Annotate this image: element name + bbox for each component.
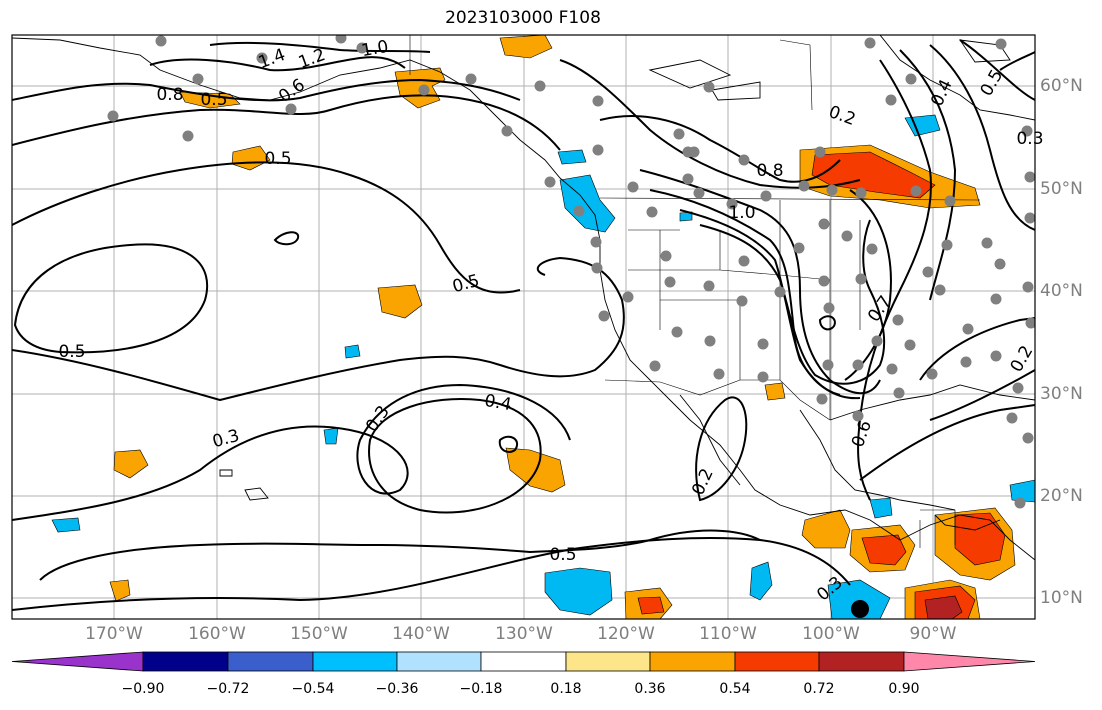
lat-tick-label: 50°N bbox=[1040, 179, 1083, 199]
negative-anomaly-patch bbox=[323, 427, 339, 445]
positive-anomaly-patch bbox=[764, 382, 786, 401]
contour-label: 0.3 bbox=[1016, 129, 1044, 149]
lon-tick-label: 140°W bbox=[392, 624, 450, 644]
storm-center-marker bbox=[851, 600, 869, 618]
positive-anomaly-patch bbox=[377, 284, 423, 319]
positive-anomaly-patch bbox=[954, 512, 1006, 566]
negative-anomaly-patch bbox=[559, 174, 616, 233]
lon-tick-label: 150°W bbox=[290, 624, 348, 644]
negative-anomaly-patch bbox=[544, 567, 613, 616]
positive-anomaly-patch bbox=[109, 579, 131, 602]
contour-label: 0.5 bbox=[549, 545, 577, 565]
lat-tick-label: 40°N bbox=[1040, 281, 1083, 301]
contour-label: 0.8 bbox=[756, 161, 784, 181]
colorbar-tick-label: 0.72 bbox=[803, 681, 835, 697]
positive-anomaly-patch bbox=[861, 534, 907, 566]
colorbar-tick-label: 0.36 bbox=[634, 681, 666, 697]
positive-anomaly-patch bbox=[801, 509, 851, 549]
positive-anomaly-patch bbox=[179, 91, 241, 109]
negative-anomaly-patch bbox=[1009, 479, 1035, 503]
colorbar-segment bbox=[565, 651, 651, 672]
colorbar-tick-label: −0.54 bbox=[291, 681, 335, 697]
colorbar-segment bbox=[818, 651, 905, 672]
colorbar-segment bbox=[396, 651, 482, 672]
lon-tick-label: 120°W bbox=[597, 624, 655, 644]
contour-lines bbox=[12, 39, 1035, 611]
station-markers bbox=[107, 35, 1035, 509]
colorbar-tick-label: 0.90 bbox=[888, 681, 920, 697]
lat-tick-label: 30°N bbox=[1040, 384, 1083, 404]
positive-anomaly-patch bbox=[637, 596, 665, 615]
colorbar-segment bbox=[312, 651, 398, 672]
negative-anomaly-patch bbox=[344, 344, 361, 359]
positive-anomaly-patch bbox=[811, 151, 936, 199]
colorbar-segment bbox=[227, 651, 314, 672]
negative-anomaly-patch bbox=[904, 114, 941, 137]
colorbar-segment bbox=[142, 651, 229, 672]
lon-tick-label: 90°W bbox=[909, 624, 957, 644]
lon-tick-label: 170°W bbox=[85, 624, 143, 644]
colorbar-tick-label: 0.18 bbox=[550, 681, 582, 697]
negative-anomaly-patch bbox=[51, 517, 81, 533]
colorbar-tick-label: −0.18 bbox=[459, 681, 503, 697]
lat-tick-label: 10°N bbox=[1040, 588, 1083, 608]
negative-anomaly-patch bbox=[557, 149, 587, 165]
colorbar-segment bbox=[903, 651, 1036, 672]
colorbar-segment bbox=[734, 651, 820, 672]
lat-tick-label: 60°N bbox=[1040, 76, 1083, 96]
contour-label: 0.5 bbox=[264, 149, 292, 169]
negative-anomaly-patch bbox=[749, 561, 773, 601]
contour-label: 1.0 bbox=[728, 203, 756, 223]
lon-tick-label: 100°W bbox=[802, 624, 860, 644]
colorbar-segment bbox=[649, 651, 736, 672]
contour-label: 0.5 bbox=[58, 342, 86, 362]
colorbar-tick-label: 0.54 bbox=[719, 681, 751, 697]
colorbar-segment bbox=[11, 651, 144, 672]
positive-anomaly-patch bbox=[113, 449, 149, 479]
lon-tick-label: 160°W bbox=[188, 624, 246, 644]
negative-anomaly-patch bbox=[869, 497, 893, 519]
positive-anomaly-patch bbox=[924, 595, 963, 619]
colorbar-tick-label: −0.72 bbox=[206, 681, 250, 697]
positive-anomaly-patch bbox=[499, 35, 553, 59]
lon-tick-label: 110°W bbox=[699, 624, 757, 644]
map-title: 2023103000 F108 bbox=[445, 8, 601, 28]
negative-anomaly-patch bbox=[827, 579, 891, 619]
colorbar-tick-label: −0.90 bbox=[121, 681, 165, 697]
colorbar bbox=[11, 651, 1036, 672]
colorbar-tick-label: −0.36 bbox=[375, 681, 419, 697]
lat-tick-label: 20°N bbox=[1040, 486, 1083, 506]
contour-label: 0.8 bbox=[156, 85, 184, 105]
colorbar-segment bbox=[480, 651, 567, 672]
lon-tick-label: 130°W bbox=[495, 624, 553, 644]
map-frame bbox=[11, 34, 1036, 620]
contour-label: 0.5 bbox=[200, 90, 228, 110]
